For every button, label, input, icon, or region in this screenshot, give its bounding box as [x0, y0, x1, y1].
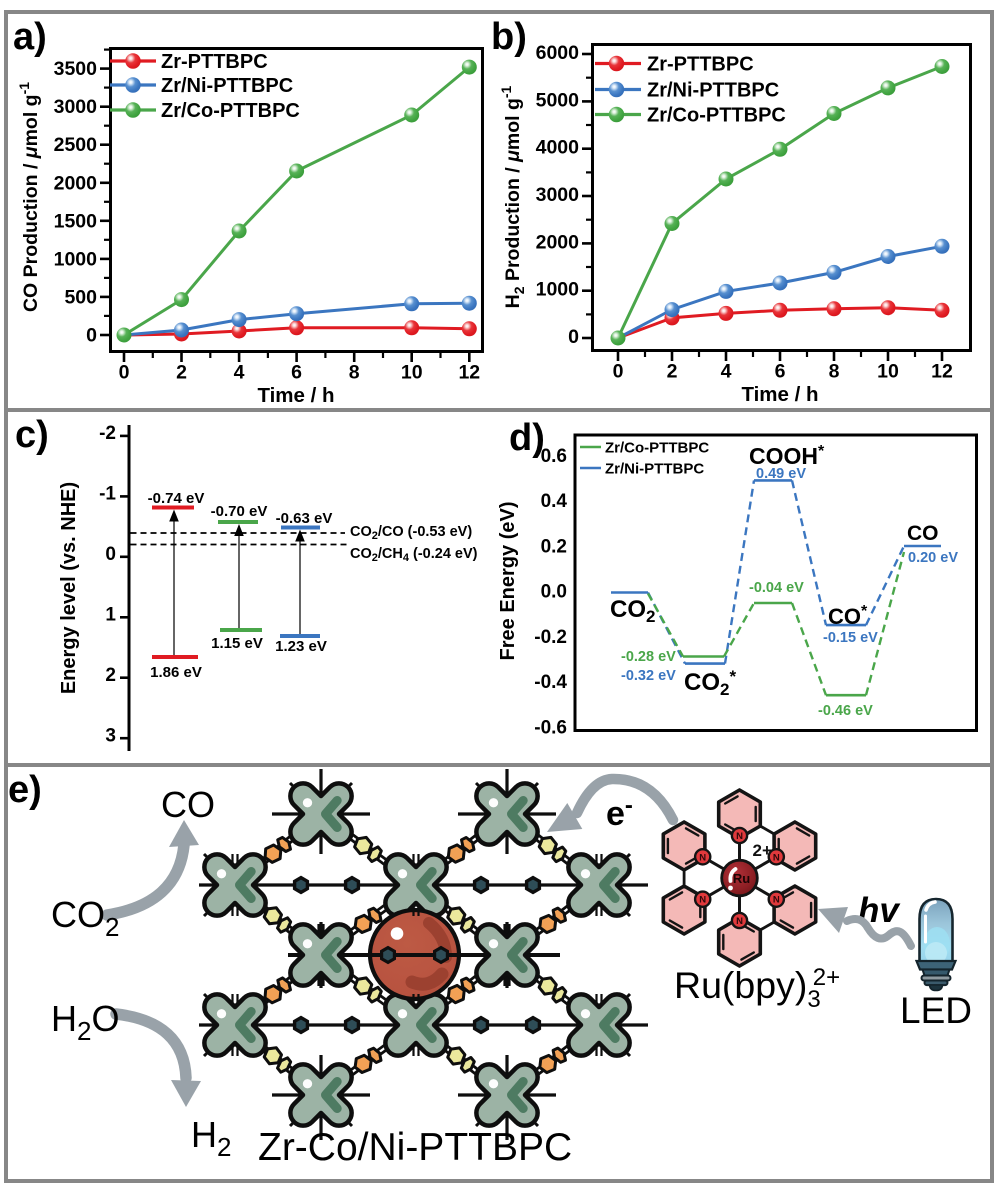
svg-text:-0.63 eV: -0.63 eV — [276, 510, 333, 527]
svg-text:12: 12 — [458, 362, 480, 384]
svg-text:0.49 eV: 0.49 eV — [756, 466, 806, 482]
svg-text:-0.28 eV: -0.28 eV — [621, 649, 676, 665]
svg-text:3: 3 — [105, 725, 116, 746]
svg-text:0.2: 0.2 — [541, 536, 567, 557]
svg-text:H2: H2 — [191, 1114, 231, 1162]
svg-text:-2: -2 — [99, 423, 116, 444]
svg-text:a): a) — [13, 16, 47, 58]
svg-text:10: 10 — [877, 361, 899, 383]
svg-text:2: 2 — [176, 362, 187, 384]
svg-text:N: N — [699, 895, 706, 906]
svg-text:4: 4 — [721, 361, 732, 383]
svg-text:e): e) — [8, 769, 42, 811]
svg-text:-0.2: -0.2 — [534, 627, 567, 648]
svg-text:2: 2 — [105, 665, 116, 686]
svg-text:Zr/Co-PTTBPC: Zr/Co-PTTBPC — [605, 440, 709, 457]
svg-text:0: 0 — [105, 544, 116, 565]
svg-text:2+: 2+ — [753, 841, 772, 860]
svg-text:0.6: 0.6 — [541, 446, 567, 467]
svg-text:1.15 eV: 1.15 eV — [211, 635, 263, 652]
svg-text:CO2/CO (-0.53 eV): CO2/CO (-0.53 eV) — [350, 524, 472, 542]
svg-text:0: 0 — [119, 362, 130, 384]
svg-text:3000: 3000 — [54, 96, 98, 118]
svg-text:10: 10 — [401, 362, 423, 384]
svg-text:2500: 2500 — [54, 134, 98, 156]
svg-text:0.20 eV: 0.20 eV — [908, 550, 958, 566]
svg-text:0.4: 0.4 — [541, 491, 568, 512]
svg-text:N: N — [699, 852, 706, 863]
svg-text:0: 0 — [568, 326, 579, 348]
svg-text:N: N — [773, 852, 780, 863]
svg-text:3000: 3000 — [536, 184, 580, 206]
svg-text:Zr-PTTBPC: Zr-PTTBPC — [647, 54, 754, 76]
svg-text:Energy level (vs. NHE): Energy level (vs. NHE) — [58, 482, 80, 694]
svg-text:H2 Production / μmol g-1: H2 Production / μmol g-1 — [498, 85, 527, 308]
svg-text:N: N — [773, 895, 780, 906]
svg-text:8: 8 — [349, 362, 360, 384]
svg-text:CO: CO — [161, 784, 215, 825]
svg-text:1500: 1500 — [54, 210, 98, 232]
svg-text:2000: 2000 — [536, 231, 580, 253]
svg-text:2: 2 — [667, 361, 678, 383]
svg-text:CO Production / μmol g-1: CO Production / μmol g-1 — [16, 82, 42, 312]
svg-text:-0.74 eV: -0.74 eV — [148, 490, 205, 507]
svg-text:d): d) — [509, 417, 545, 459]
svg-text:c): c) — [15, 414, 49, 456]
svg-text:Zr/Ni-PTTBPC: Zr/Ni-PTTBPC — [647, 80, 779, 102]
svg-text:COOH*: COOH* — [749, 443, 825, 469]
svg-text:H2O: H2O — [51, 998, 119, 1046]
svg-text:CO2/CH4 (-0.24 eV): CO2/CH4 (-0.24 eV) — [350, 546, 478, 564]
svg-text:6000: 6000 — [536, 42, 580, 64]
svg-text:6: 6 — [775, 361, 786, 383]
svg-text:Free Energy (eV): Free Energy (eV) — [497, 502, 519, 661]
svg-text:0: 0 — [613, 361, 624, 383]
svg-text:0.0: 0.0 — [541, 582, 567, 603]
svg-text:CO2*: CO2* — [684, 667, 736, 699]
svg-text:1000: 1000 — [536, 279, 580, 301]
svg-text:-0.32 eV: -0.32 eV — [621, 668, 676, 684]
svg-text:-0.6: -0.6 — [534, 717, 567, 738]
svg-text:-0.15 eV: -0.15 eV — [823, 630, 878, 646]
svg-text:Ru: Ru — [733, 871, 750, 886]
svg-text:Zr/Co-PTTBPC: Zr/Co-PTTBPC — [161, 100, 300, 122]
svg-text:8: 8 — [829, 361, 840, 383]
svg-text:1.23 eV: 1.23 eV — [275, 638, 327, 655]
svg-text:Zr/Co-PTTBPC: Zr/Co-PTTBPC — [647, 105, 786, 127]
svg-text:4: 4 — [234, 362, 245, 384]
svg-text:1.86 eV: 1.86 eV — [150, 664, 202, 681]
svg-text:1: 1 — [105, 604, 116, 625]
svg-text:CO2: CO2 — [610, 596, 655, 626]
svg-text:Ru(bpy)32+: Ru(bpy)32+ — [674, 964, 840, 1013]
svg-text:2000: 2000 — [54, 172, 98, 194]
svg-text:e-: e- — [606, 792, 633, 833]
svg-text:Time / h: Time / h — [741, 383, 818, 406]
svg-text:-0.4: -0.4 — [534, 672, 567, 693]
svg-text:1000: 1000 — [54, 248, 98, 270]
svg-text:Zr/Ni-PTTBPC: Zr/Ni-PTTBPC — [605, 461, 704, 478]
svg-text:Zr/Ni-PTTBPC: Zr/Ni-PTTBPC — [161, 75, 293, 97]
svg-text:Zr-Co/Ni-PTTBPC: Zr-Co/Ni-PTTBPC — [258, 1126, 572, 1169]
svg-text:6: 6 — [291, 362, 302, 384]
svg-text:CO2: CO2 — [51, 894, 119, 942]
svg-text:3500: 3500 — [54, 58, 98, 80]
svg-text:Zr-PTTBPC: Zr-PTTBPC — [161, 51, 268, 73]
svg-text:Time / h: Time / h — [257, 384, 334, 407]
svg-text:500: 500 — [64, 286, 97, 308]
svg-text:LED: LED — [900, 990, 972, 1031]
svg-text:-0.04 eV: -0.04 eV — [749, 580, 804, 596]
svg-text:-1: -1 — [99, 484, 116, 505]
svg-text:N: N — [736, 831, 743, 842]
svg-text:b): b) — [491, 16, 527, 58]
svg-text:N: N — [736, 916, 743, 927]
svg-text:-0.70 eV: -0.70 eV — [211, 503, 268, 520]
svg-text:5000: 5000 — [536, 89, 580, 111]
svg-text:12: 12 — [931, 361, 953, 383]
svg-text:4000: 4000 — [536, 137, 580, 159]
svg-text:0: 0 — [86, 325, 97, 347]
svg-text:-0.46 eV: -0.46 eV — [818, 703, 873, 719]
svg-text:CO: CO — [907, 522, 939, 545]
